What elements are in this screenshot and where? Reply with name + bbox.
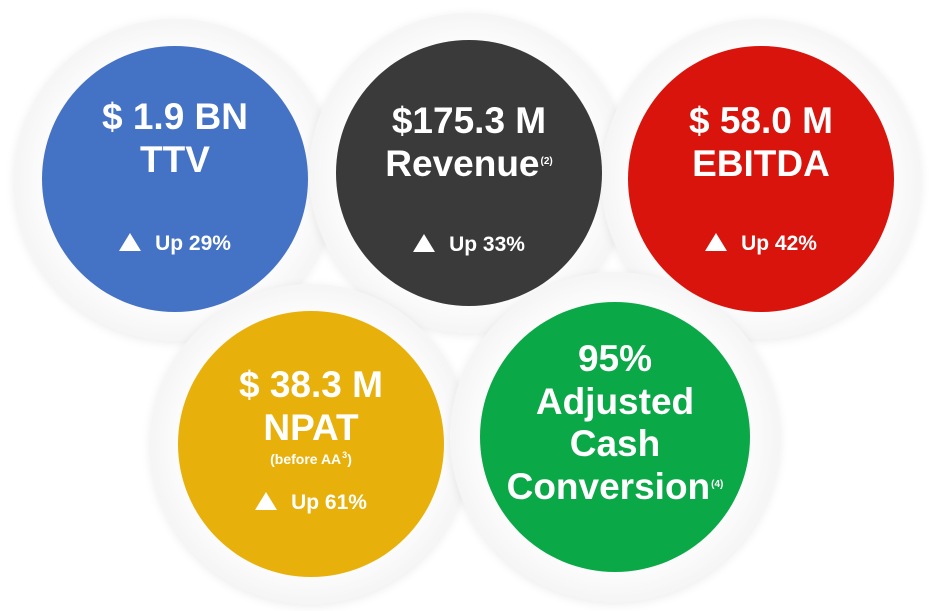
npat-label: NPAT — [263, 406, 359, 448]
revenue-footnote: (2) — [540, 155, 553, 167]
npat-note-end: ) — [347, 451, 352, 468]
ttv-value: $ 1.9 BN — [101, 96, 248, 137]
revenue-circle: $175.3 M Revenue(2) Up 33% — [336, 40, 602, 306]
ebitda-circle: $ 58.0 M EBITDA Up 42% — [628, 46, 894, 312]
up-triangle-icon — [413, 234, 436, 252]
cash-line1: Adjusted — [535, 380, 695, 422]
up-triangle-icon — [255, 492, 278, 510]
cash-line3-row: Conversion(4) — [480, 466, 750, 509]
revenue-change: Up 33% — [336, 233, 602, 257]
cash-circle: 95% Adjusted Cash Conversion(4) — [480, 302, 750, 572]
npat-change-text: Up 61% — [291, 491, 367, 514]
ttv-circle: $ 1.9 BN TTV Up 29% — [42, 46, 308, 312]
ebitda-change: Up 42% — [628, 232, 894, 256]
cash-value: 95% — [577, 338, 653, 379]
revenue-label-row: Revenue(2) — [336, 143, 602, 186]
npat-value: $ 38.3 M — [239, 364, 383, 405]
npat-circle: $ 38.3 M NPAT (before AA3) Up 61% — [178, 311, 444, 577]
up-triangle-icon — [119, 233, 142, 251]
npat-note-text: (before AA — [270, 451, 342, 468]
ebitda-label: EBITDA — [692, 142, 830, 184]
ttv-change-text: Up 29% — [155, 232, 231, 255]
ttv-label: TTV — [140, 138, 210, 180]
revenue-value: $175.3 M — [391, 100, 547, 141]
ebitda-change-text: Up 42% — [741, 232, 817, 255]
revenue-label: Revenue — [385, 142, 540, 184]
npat-change: Up 61% — [178, 491, 444, 515]
npat-note: (before AA3) — [178, 450, 444, 468]
npat-note-sup: 3 — [342, 450, 348, 461]
cash-line3: Conversion — [506, 465, 711, 507]
ebitda-value: $ 58.0 M — [689, 100, 833, 141]
ttv-change: Up 29% — [42, 232, 308, 256]
revenue-change-text: Up 33% — [449, 233, 525, 256]
cash-line2: Cash — [569, 423, 661, 465]
up-triangle-icon — [705, 233, 728, 251]
cash-footnote: (4) — [711, 478, 724, 490]
